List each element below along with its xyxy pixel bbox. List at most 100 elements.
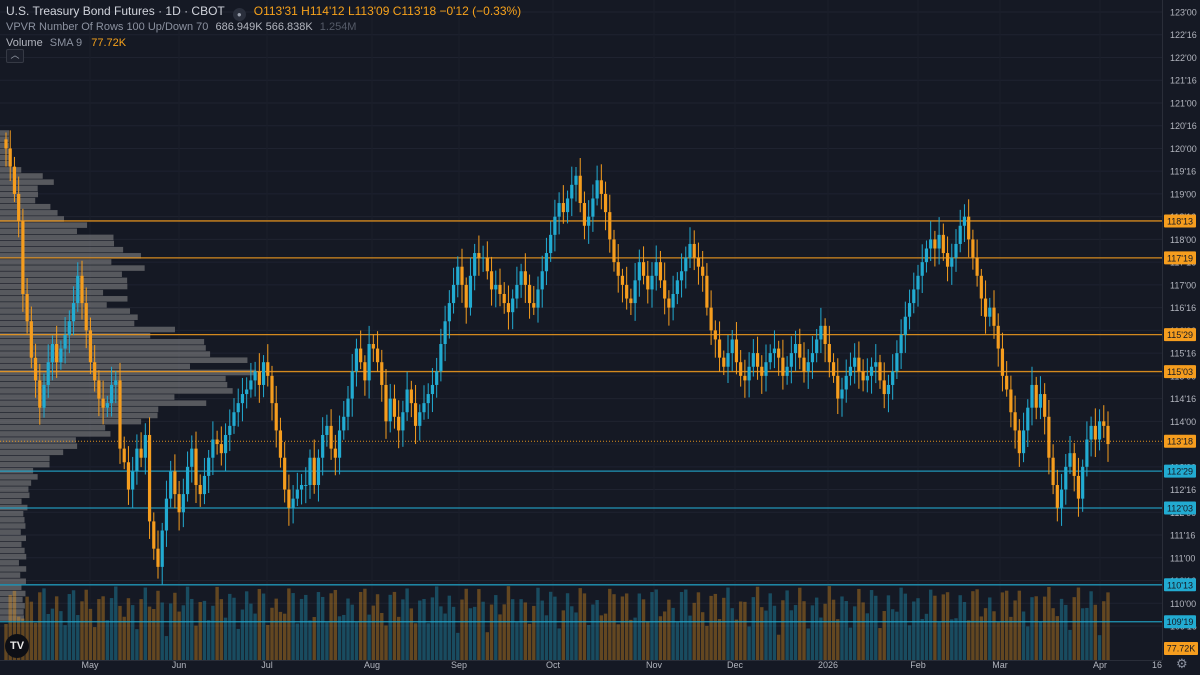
candle-body <box>540 271 544 290</box>
time-tick-label: May <box>81 660 99 670</box>
profile-bar <box>0 320 135 327</box>
candle-body <box>494 284 498 290</box>
volume-bar <box>603 613 608 660</box>
price-level-tag-label: 115'29 <box>1167 330 1193 340</box>
profile-bar <box>0 547 25 554</box>
volume-bar <box>954 618 958 660</box>
candle-body <box>709 307 713 331</box>
tradingview-logo[interactable]: TV <box>5 634 29 658</box>
gear-icon[interactable]: ⚙ <box>1176 656 1188 671</box>
candle-body <box>679 271 684 281</box>
profile-bar <box>0 234 114 241</box>
price-level-tag-label: 118'13 <box>1167 216 1193 226</box>
candle-body <box>869 366 874 376</box>
volume-bar <box>713 593 718 660</box>
candle-body <box>131 471 135 490</box>
candle-body <box>646 275 650 290</box>
candle-body <box>878 362 882 381</box>
candle-body <box>810 353 815 363</box>
volume-bar <box>1051 608 1055 660</box>
candle-body <box>1043 394 1047 417</box>
volume-bar <box>215 586 219 660</box>
volume-bar <box>1064 604 1068 660</box>
candle-body <box>304 485 308 487</box>
volume-bar <box>413 623 418 660</box>
candle-body <box>422 403 426 413</box>
candle-body <box>409 389 413 404</box>
profile-bar <box>0 412 158 419</box>
volume-bar <box>591 604 595 660</box>
volume-bar <box>118 605 122 660</box>
profile-bar <box>0 498 22 505</box>
candle-body <box>139 448 143 458</box>
candle-body <box>629 298 633 304</box>
volume-bar <box>29 601 34 660</box>
candle-body <box>544 253 549 272</box>
volume-bar <box>519 599 523 660</box>
volume-bar <box>916 598 920 660</box>
volume-bar <box>468 608 473 660</box>
candle-body <box>1021 430 1026 454</box>
volume-bar <box>1042 596 1047 660</box>
symbol-title[interactable]: U.S. Treasury Bond Futures · 1D · CBOT <box>6 4 225 18</box>
candle-body <box>295 489 299 499</box>
price-tick-label: 119'00 <box>1170 189 1196 199</box>
volume-bar <box>996 622 1000 660</box>
volume-bar <box>426 623 430 660</box>
volume-bar <box>46 614 50 660</box>
profile-bar <box>0 375 226 382</box>
volume-bar <box>181 605 186 660</box>
profile-bar <box>0 541 22 548</box>
time-axis[interactable]: May Jun Jul Aug Sep Oct Nov Dec 2026 Feb Mar Apr 16 <box>0 660 1162 670</box>
vpvr-legend[interactable]: VPVR Number Of Rows 100 Up/Down 70 686.9… <box>6 21 356 33</box>
volume-bar <box>1076 587 1081 660</box>
volume-bar <box>810 605 815 660</box>
candle-body <box>17 193 21 222</box>
candle-body <box>553 216 557 235</box>
candle-body <box>789 353 793 367</box>
candle-body <box>616 262 620 276</box>
candle-body <box>350 371 354 399</box>
candle-body <box>257 371 261 385</box>
candle-body <box>481 257 485 259</box>
volume-bar <box>396 616 401 660</box>
symbol-header: U.S. Treasury Bond Futures · 1D · CBOT ● O… <box>6 4 521 21</box>
candle-body <box>156 548 160 567</box>
candle-body <box>118 380 122 449</box>
volume-bar <box>489 604 494 660</box>
time-tick-label: 2026 <box>818 660 838 670</box>
volume-bar <box>709 595 713 660</box>
volume-bar <box>971 591 975 660</box>
candle-body <box>663 280 667 299</box>
candle-body <box>266 362 270 376</box>
volume-bar <box>654 589 658 660</box>
candle-body <box>882 380 886 395</box>
volume-bar <box>443 613 447 660</box>
candle-body <box>211 439 215 458</box>
volume-bar <box>304 594 308 660</box>
volume-legend[interactable]: Volume SMA 9 77.72K <box>6 37 126 49</box>
volume-bar <box>831 599 836 660</box>
price-level-tag <box>1164 434 1196 448</box>
volume-bar <box>633 617 637 660</box>
price-level-tag-label: 112'03 <box>1167 504 1193 514</box>
volume-bar <box>447 595 452 660</box>
time-tick-label: Mar <box>992 660 1008 670</box>
profile-bar <box>0 437 76 443</box>
eye-icon[interactable]: ● <box>232 8 246 21</box>
candle-body <box>1076 475 1081 499</box>
candle-body <box>768 353 772 363</box>
price-tick-label: 115'16 <box>1170 349 1196 359</box>
candle-body <box>924 248 929 263</box>
volume-bar <box>966 620 971 660</box>
volume-bar <box>688 615 692 660</box>
candle-body <box>101 398 105 408</box>
collapse-legend-button[interactable]: ︿ <box>6 49 24 63</box>
volume-bar <box>1055 616 1060 660</box>
volume-bar <box>1089 591 1093 660</box>
candle-body <box>93 362 97 381</box>
volume-bar <box>240 609 245 660</box>
volume-bar <box>646 621 650 660</box>
volume-bar <box>772 605 777 660</box>
